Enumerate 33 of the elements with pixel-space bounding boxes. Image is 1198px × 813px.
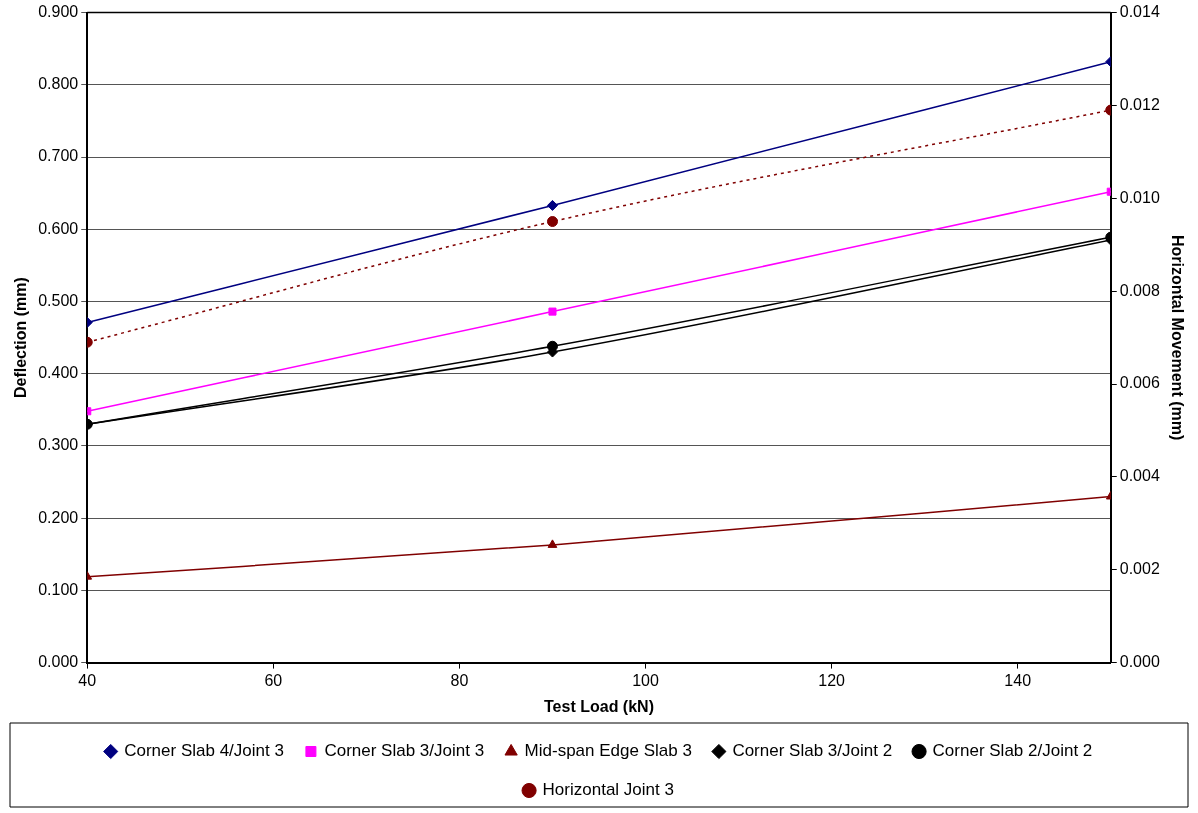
- legend-label: Mid-span Edge Slab 3: [524, 741, 692, 761]
- y-axis-title: Deflection (mm): [12, 277, 30, 399]
- x-tick-label: 80: [450, 671, 469, 689]
- legend-label: Corner Slab 2/Joint 2: [932, 741, 1093, 761]
- x-tick-label: 100: [632, 671, 659, 689]
- y-tick-label: 0.000: [38, 653, 79, 671]
- x-axis-title: Test Load (kN): [544, 697, 654, 715]
- y2-tick-label: 0.010: [1119, 188, 1160, 206]
- y-tick-label: 0.400: [38, 364, 79, 382]
- y-tick-label: 0.100: [38, 580, 79, 598]
- y2-tick-label: 0.014: [1119, 3, 1160, 21]
- legend-label: Corner Slab 3/Joint 2: [732, 741, 893, 761]
- y-tick-label: 0.700: [38, 147, 79, 165]
- legend-label: Corner Slab 3/Joint 3: [324, 741, 485, 761]
- x-tick-label: 60: [264, 671, 283, 689]
- y-tick-label: 0.900: [38, 3, 79, 21]
- y2-axis-title: Horizontal Movement (mm): [1168, 234, 1186, 441]
- y2-tick-label: 0.008: [1119, 281, 1160, 299]
- y-tick-label: 0.300: [38, 436, 79, 454]
- y-tick-label: 0.500: [38, 291, 79, 309]
- legend-label: Corner Slab 4/Joint 3: [124, 741, 284, 761]
- y-tick-label: 0.800: [38, 75, 79, 93]
- y2-tick-label: 0.004: [1119, 467, 1160, 485]
- y2-tick-label: 0.002: [1119, 560, 1160, 578]
- y-tick-label: 0.600: [38, 219, 79, 237]
- y2-tick-label: 0.006: [1119, 374, 1160, 392]
- y-tick-label: 0.200: [38, 508, 79, 526]
- x-tick-label: 140: [1004, 671, 1032, 689]
- y2-tick-label: 0.000: [1119, 653, 1160, 671]
- x-tick-label: 120: [818, 671, 846, 689]
- x-tick-label: 40: [78, 671, 97, 689]
- legend-label: Horizontal Joint 3: [542, 780, 674, 800]
- y2-tick-label: 0.012: [1119, 95, 1160, 113]
